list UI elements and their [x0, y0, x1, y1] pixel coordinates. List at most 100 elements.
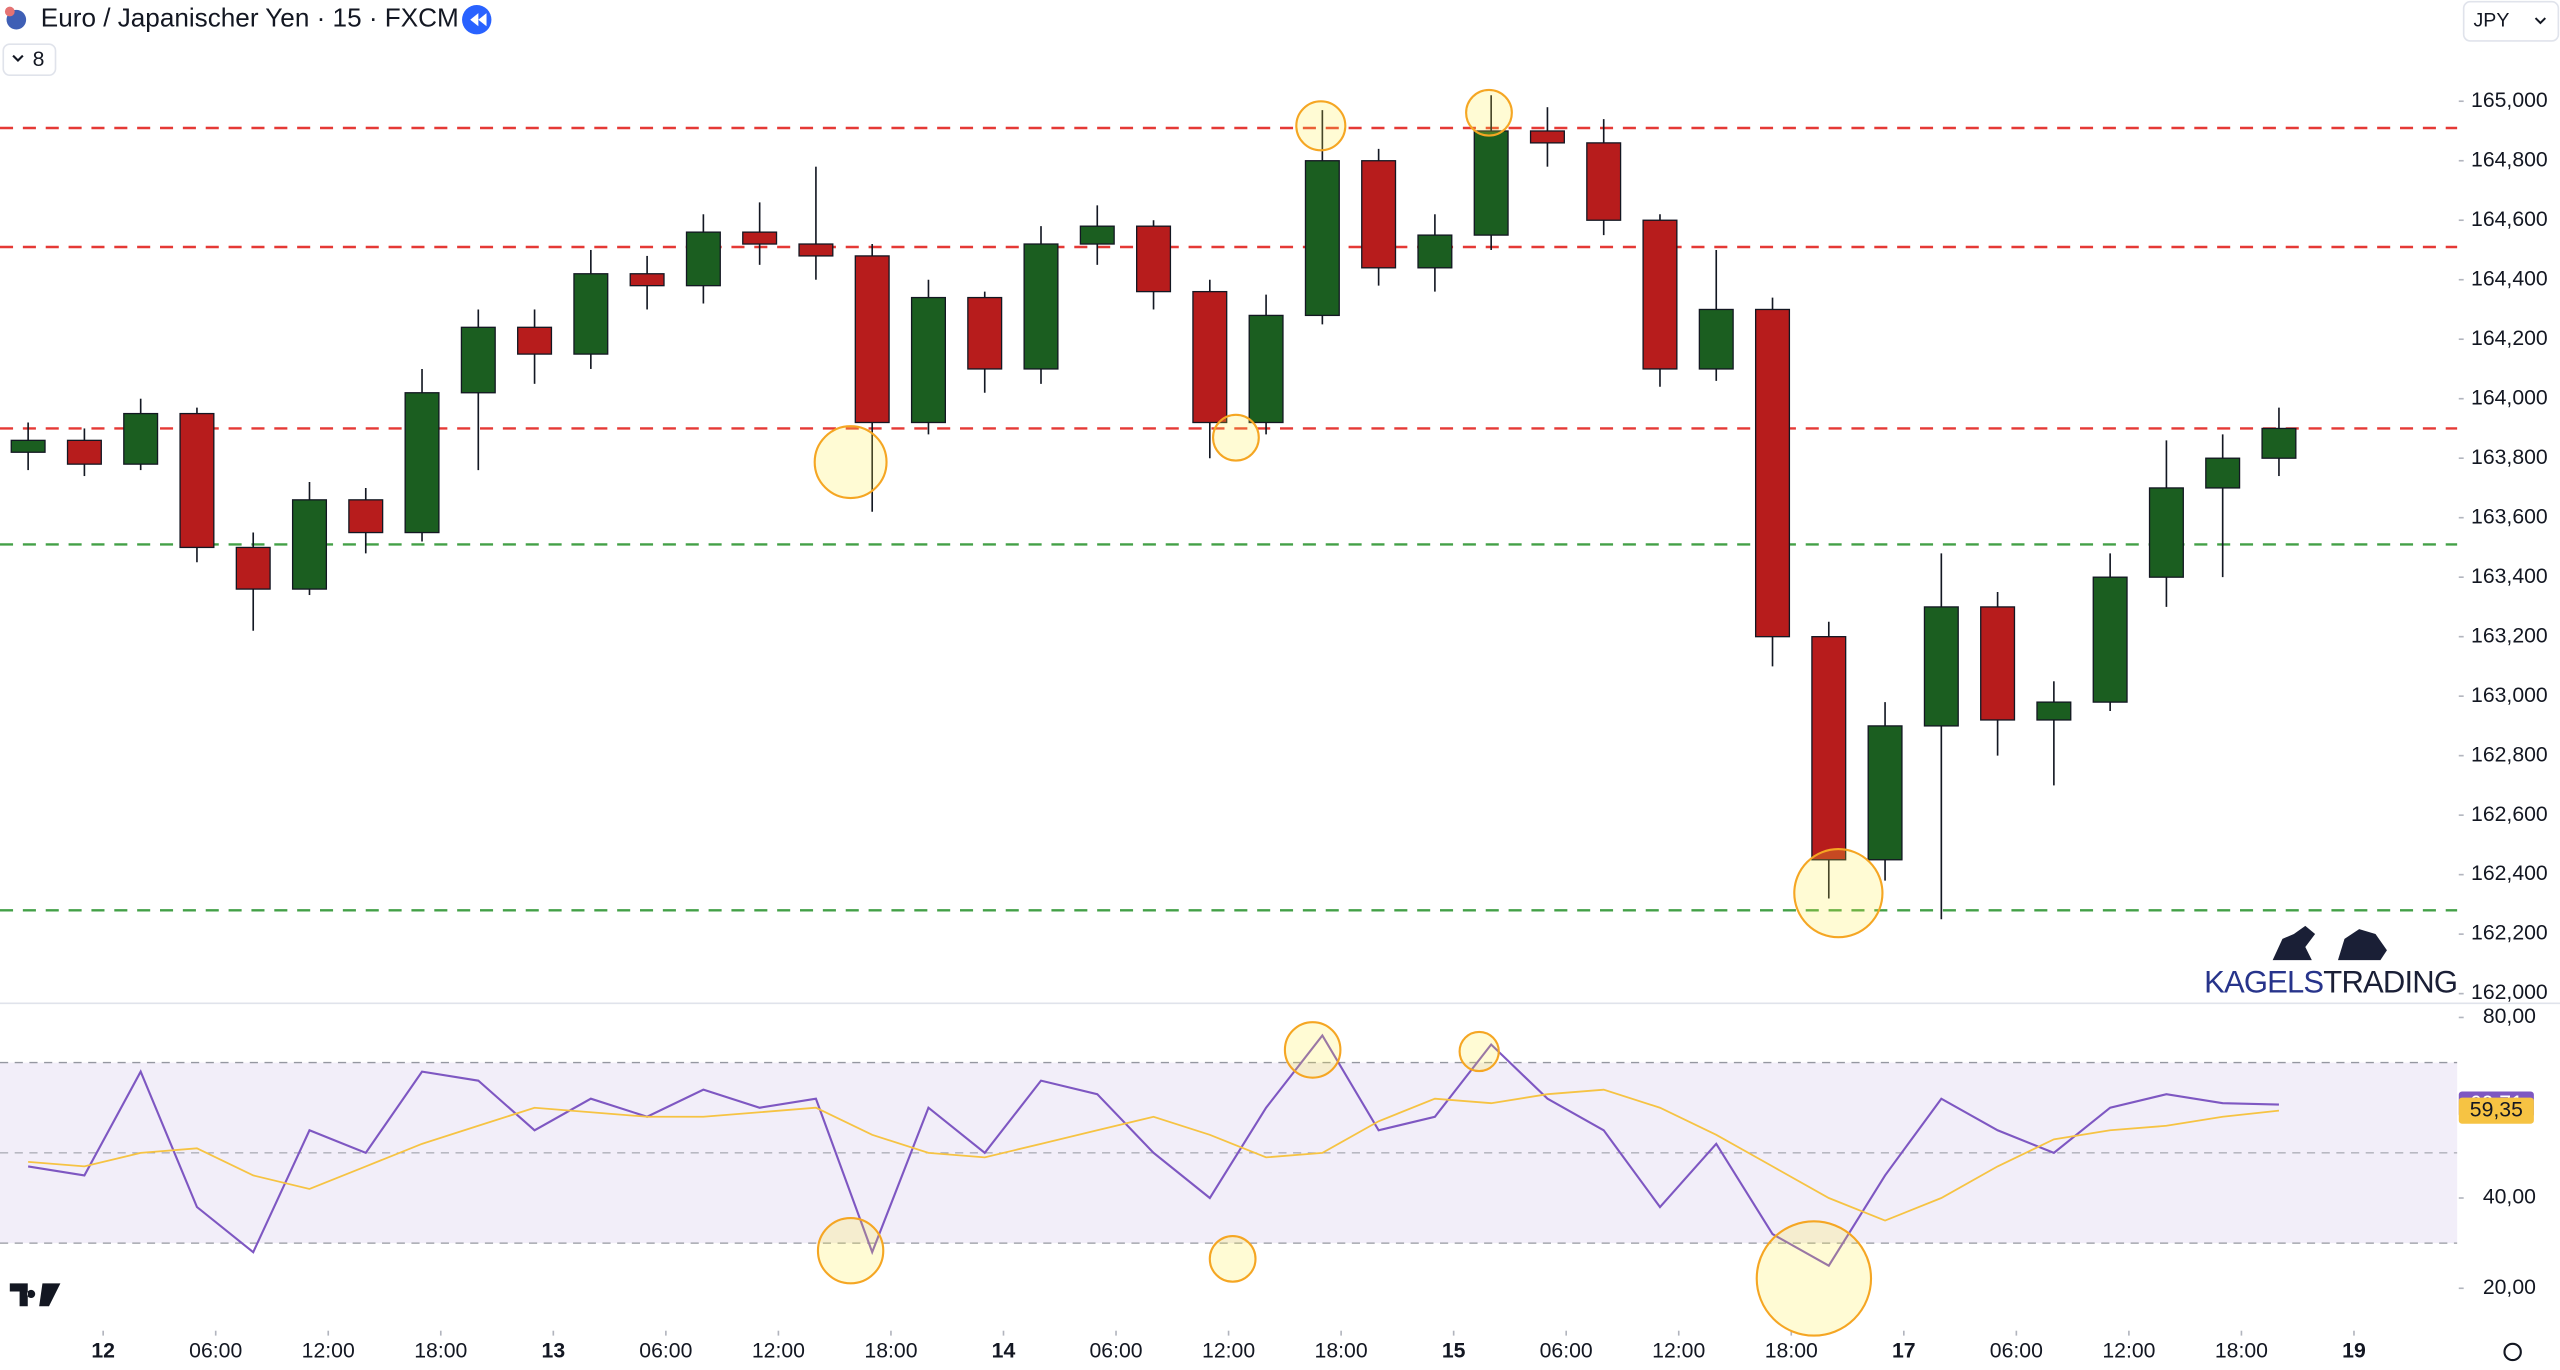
candle-body — [2205, 457, 2241, 489]
value-label-box — [2458, 1097, 2534, 1124]
highlight-circle — [1212, 413, 1260, 462]
candle-body — [179, 412, 215, 549]
candle-body — [66, 439, 102, 465]
x-tick-label: 12:00 — [302, 1340, 355, 1363]
candle-body — [460, 326, 496, 394]
y-tick-label: 164,000 — [2471, 386, 2548, 409]
value-label: 59,35 — [2470, 1098, 2523, 1121]
highlight-circle — [1755, 1220, 1873, 1337]
candle-body — [1698, 308, 1734, 370]
candle-body — [573, 273, 609, 355]
currency-label[interactable]: JPY — [2473, 9, 2509, 31]
candle-body — [798, 243, 834, 257]
indicator-box[interactable] — [2, 43, 57, 77]
y-tick-label: 163,200 — [2471, 624, 2548, 647]
x-tick-label: 18:00 — [864, 1340, 917, 1363]
candle-body — [685, 231, 721, 287]
x-tick-label: 06:00 — [1540, 1340, 1593, 1363]
x-tick-label: 12:00 — [1202, 1340, 1255, 1363]
candle-body — [1529, 130, 1565, 144]
x-tick-label: 18:00 — [1315, 1340, 1368, 1363]
y-tick-label: 164,200 — [2471, 327, 2548, 350]
x-tick-label: 06:00 — [1990, 1340, 2043, 1363]
candle-body — [1811, 636, 1847, 861]
highlights — [813, 88, 1884, 1337]
candle-body — [1473, 130, 1509, 236]
x-tick-label: 19 — [2342, 1340, 2366, 1363]
logo-brand2: TRADING — [2323, 965, 2457, 1000]
candle-body — [235, 546, 271, 590]
y-tick-label: 165,000 — [2471, 89, 2548, 112]
candle-body — [1192, 290, 1228, 424]
candle-body — [1642, 219, 1678, 370]
y-tick-label: 162,600 — [2471, 803, 2548, 826]
y-tick-label: 80,00 — [2483, 1005, 2536, 1028]
candle-body — [517, 326, 553, 355]
candle-body — [1136, 225, 1172, 293]
candle-body — [1923, 606, 1959, 727]
highlight-circle — [1283, 1021, 1342, 1079]
x-tick-label: 06:00 — [1089, 1340, 1142, 1363]
y-tick-label: 163,000 — [2471, 684, 2548, 707]
settings-icon[interactable] — [2503, 1342, 2522, 1362]
x-tick-label: 12:00 — [2102, 1340, 2155, 1363]
currency-button[interactable]: JPY — [2462, 0, 2560, 42]
candle-body — [1867, 725, 1903, 861]
x-tick-label: 12:00 — [1652, 1340, 1705, 1363]
series-line — [27, 1033, 2279, 1268]
highlight-circle — [1458, 1030, 1500, 1073]
candle-body — [404, 392, 440, 534]
indicator-toggle[interactable]: 8 — [2, 43, 57, 77]
x-tick-label: 12:00 — [752, 1340, 805, 1363]
x-tick-label: 06:00 — [639, 1340, 692, 1363]
highlight-circle — [1208, 1234, 1257, 1283]
series-line — [28, 1088, 2280, 1222]
candle-body — [348, 499, 384, 534]
y-tick-label: 162,800 — [2471, 743, 2548, 766]
x-tick-label: 18:00 — [414, 1340, 467, 1363]
candle-body — [2148, 487, 2184, 578]
logo-text: KAGELSTRADING — [2204, 965, 2457, 1000]
candle-body — [10, 439, 46, 453]
highlight-circle — [813, 425, 888, 500]
chevron[interactable] — [2534, 17, 2546, 25]
y-tick-label: 40,00 — [2483, 1186, 2536, 1209]
candle-body — [2036, 701, 2072, 721]
candle-body — [123, 412, 159, 465]
replay-button[interactable] — [462, 5, 492, 35]
logo: KAGELSTRADING — [2204, 925, 2458, 1000]
x-tick-label: 12 — [91, 1340, 115, 1363]
tradingview-logo[interactable] — [9, 1283, 61, 1307]
plot-layer: 162,000 162,200 162,400 162,600 162,800 163,0… — [0, 89, 2548, 1363]
x-tick-label: 14 — [992, 1340, 1016, 1363]
candle-body — [629, 273, 665, 287]
y-tick-label: 162,000 — [2471, 981, 2548, 1004]
highlight-circle — [816, 1217, 885, 1285]
highlight-circle — [1793, 848, 1884, 939]
chevron[interactable] — [12, 54, 24, 63]
currency-box[interactable] — [2462, 0, 2560, 42]
candle-body — [2261, 427, 2297, 459]
y-tick-label: 164,400 — [2471, 267, 2548, 290]
candle-body — [1023, 243, 1059, 370]
y-tick-label: 164,800 — [2471, 148, 2548, 171]
indicator-count[interactable]: 8 — [33, 48, 45, 71]
y-tick-label: 163,600 — [2471, 505, 2548, 528]
highlight-circle — [1295, 100, 1347, 152]
candle-body — [1304, 160, 1340, 317]
y-tick-label: 162,200 — [2471, 922, 2548, 945]
symbol-title: Euro / Japanischer Yen · 15 · FXCM — [41, 3, 459, 33]
candle-body — [291, 499, 328, 590]
x-tick-label: 18:00 — [2215, 1340, 2268, 1363]
candle-body — [910, 296, 946, 424]
x-tick-label: 15 — [1442, 1340, 1466, 1363]
y-tick-label: 20,00 — [2483, 1276, 2536, 1299]
x-tick-label: 17 — [1892, 1340, 1916, 1363]
candle-body — [1754, 308, 1791, 638]
replay-icon[interactable] — [470, 13, 487, 27]
y-tick-label: 164,600 — [2471, 208, 2548, 231]
candle-body — [1079, 225, 1115, 245]
y-tick-label: 162,400 — [2471, 862, 2548, 885]
candle-body — [1361, 160, 1397, 269]
